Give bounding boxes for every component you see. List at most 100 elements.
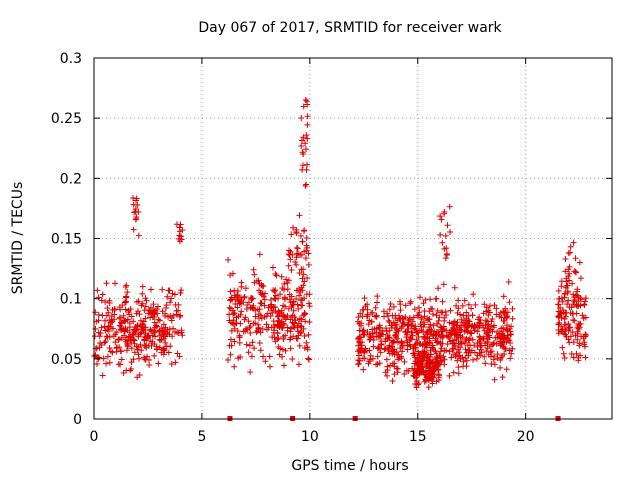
data-point xyxy=(165,287,172,294)
data-point xyxy=(427,296,434,303)
data-point xyxy=(301,227,308,234)
data-point xyxy=(98,324,105,331)
data-point xyxy=(178,287,185,294)
data-point xyxy=(567,243,574,250)
data-point xyxy=(122,325,129,332)
data-point xyxy=(496,313,503,320)
data-point xyxy=(151,314,158,321)
data-point xyxy=(298,251,305,258)
data-point xyxy=(165,349,172,356)
data-point xyxy=(481,353,488,360)
data-point xyxy=(300,103,307,110)
data-point xyxy=(162,310,169,317)
data-point xyxy=(452,331,459,338)
data-point xyxy=(176,353,183,360)
data-point xyxy=(96,340,103,347)
data-point xyxy=(508,350,515,357)
data-point xyxy=(455,370,462,377)
data-point xyxy=(297,232,304,239)
data-point xyxy=(270,318,277,325)
data-point xyxy=(287,328,294,335)
data-point xyxy=(509,345,516,352)
data-point xyxy=(421,321,428,328)
data-point xyxy=(138,347,145,354)
data-point xyxy=(582,295,589,302)
data-point xyxy=(397,301,404,308)
y-tick-label: 0.3 xyxy=(60,51,82,67)
data-point xyxy=(115,361,122,368)
data-point xyxy=(155,360,162,367)
data-point xyxy=(381,313,388,320)
data-point xyxy=(289,251,296,258)
data-point xyxy=(281,294,288,301)
data-point xyxy=(302,140,309,147)
data-point xyxy=(447,307,454,314)
data-point xyxy=(122,293,129,300)
data-point xyxy=(562,268,569,275)
data-point xyxy=(566,277,573,284)
data-point xyxy=(582,332,589,339)
data-point xyxy=(271,288,278,295)
data-point xyxy=(401,370,408,377)
data-point xyxy=(137,317,144,324)
data-point xyxy=(413,336,420,343)
data-point xyxy=(459,354,466,361)
data-point xyxy=(501,317,508,324)
data-point xyxy=(565,297,572,304)
data-point xyxy=(444,222,451,229)
data-point xyxy=(467,335,474,342)
data-point xyxy=(493,311,500,318)
data-point xyxy=(565,336,572,343)
data-point xyxy=(390,348,397,355)
data-point xyxy=(164,326,171,333)
data-point xyxy=(463,335,470,342)
data-point xyxy=(571,294,578,301)
data-point xyxy=(290,224,297,231)
data-point xyxy=(391,363,398,370)
data-point xyxy=(263,321,270,328)
data-point xyxy=(441,361,448,368)
data-point xyxy=(270,329,277,336)
data-point xyxy=(454,357,461,364)
data-point xyxy=(577,275,584,282)
x-axis-label: GPS time / hours xyxy=(291,458,408,474)
data-point xyxy=(141,354,148,361)
data-point xyxy=(163,343,170,350)
data-point xyxy=(411,373,418,380)
data-point xyxy=(296,269,303,276)
data-point xyxy=(463,309,470,316)
data-point xyxy=(142,342,149,349)
data-point xyxy=(142,330,149,337)
data-point xyxy=(421,313,428,320)
data-point xyxy=(425,384,432,391)
data-point xyxy=(274,313,281,320)
data-point xyxy=(508,323,515,330)
data-point xyxy=(462,319,469,326)
data-point xyxy=(404,331,411,338)
data-point xyxy=(232,296,239,303)
data-point xyxy=(168,314,175,321)
data-point xyxy=(372,313,379,320)
data-point xyxy=(377,349,384,356)
data-point xyxy=(491,376,498,383)
data-point xyxy=(290,323,297,330)
data-point xyxy=(474,343,481,350)
data-point xyxy=(559,344,566,351)
data-point xyxy=(366,358,373,365)
data-point xyxy=(574,286,581,293)
data-point xyxy=(438,345,445,352)
data-point xyxy=(119,302,126,309)
data-point xyxy=(257,347,264,354)
data-point xyxy=(369,355,376,362)
data-point xyxy=(122,306,129,313)
data-point xyxy=(299,238,306,245)
data-point xyxy=(556,319,563,326)
data-point xyxy=(228,294,235,301)
data-point xyxy=(118,356,125,363)
data-point xyxy=(373,329,380,336)
data-point xyxy=(142,303,149,310)
data-point xyxy=(237,311,244,318)
data-point xyxy=(482,340,489,347)
data-point xyxy=(446,203,453,210)
data-point xyxy=(231,325,238,332)
